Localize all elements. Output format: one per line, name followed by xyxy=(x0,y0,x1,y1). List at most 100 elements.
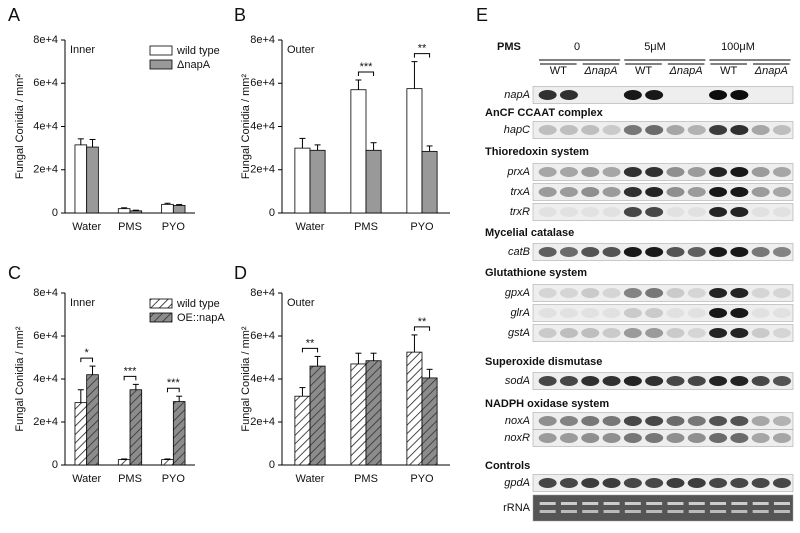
band xyxy=(752,510,769,513)
band xyxy=(602,328,621,338)
y-axis-label: Fungal Conidia / mm² xyxy=(14,326,26,431)
band xyxy=(538,376,557,386)
band xyxy=(731,510,748,513)
gene-label: gpdA xyxy=(504,477,530,489)
band xyxy=(602,433,621,443)
band xyxy=(538,288,557,298)
band xyxy=(730,433,749,443)
band xyxy=(666,416,685,426)
bar xyxy=(294,147,311,214)
band xyxy=(559,328,578,338)
panel-letter: E xyxy=(476,5,488,25)
band xyxy=(751,328,770,338)
panel-letter: A xyxy=(8,5,20,25)
band xyxy=(559,376,578,386)
bar xyxy=(172,401,186,466)
blot-strip xyxy=(532,494,794,522)
band xyxy=(751,125,770,135)
y-tick-label: 0 xyxy=(52,207,58,219)
band xyxy=(603,510,620,513)
section-title: Controls xyxy=(485,460,530,472)
band xyxy=(687,478,706,488)
band xyxy=(560,510,577,513)
band xyxy=(645,90,664,100)
panel-letter: D xyxy=(234,263,247,283)
significance-label: * xyxy=(85,347,90,359)
y-tick-label: 2e+4 xyxy=(33,164,58,176)
significance-bracket xyxy=(123,375,137,381)
section-title: Thioredoxin system xyxy=(485,146,589,158)
band xyxy=(751,376,770,386)
band xyxy=(623,478,642,488)
band xyxy=(730,125,749,135)
band xyxy=(624,502,641,505)
annotation: Inner xyxy=(70,297,95,309)
y-tick-label: 2e+4 xyxy=(250,164,275,176)
x-tick-label: PMS xyxy=(354,473,378,485)
gene-label: napA xyxy=(504,89,530,101)
gene-label: glrA xyxy=(510,307,530,319)
band xyxy=(666,376,685,386)
band xyxy=(687,125,706,135)
gene-label: noxR xyxy=(504,432,530,444)
band xyxy=(730,328,749,338)
x-tick-label: PYO xyxy=(410,473,434,485)
band xyxy=(539,502,556,505)
band xyxy=(773,510,790,513)
panel-letter: C xyxy=(8,263,21,283)
band xyxy=(602,167,621,177)
significance-bracket xyxy=(301,347,319,353)
band xyxy=(666,433,685,443)
band xyxy=(645,288,664,298)
band xyxy=(559,308,578,318)
band xyxy=(581,416,600,426)
significance-label: *** xyxy=(360,61,374,73)
band xyxy=(687,288,706,298)
bar xyxy=(309,365,326,466)
band xyxy=(709,416,728,426)
band xyxy=(687,187,706,197)
band xyxy=(645,478,664,488)
legend-swatch xyxy=(149,298,173,309)
band xyxy=(559,167,578,177)
band xyxy=(730,376,749,386)
significance-label: ** xyxy=(418,316,427,328)
y-tick-label: 8e+4 xyxy=(250,287,275,299)
gene-label: gpxA xyxy=(505,287,530,299)
bar xyxy=(406,88,423,214)
band xyxy=(772,288,791,298)
band xyxy=(645,167,664,177)
band xyxy=(773,502,790,505)
band xyxy=(559,207,578,217)
band xyxy=(688,502,705,505)
gene-label: noxA xyxy=(505,415,530,427)
band xyxy=(581,187,600,197)
band xyxy=(666,247,685,257)
band xyxy=(751,308,770,318)
band xyxy=(559,247,578,257)
gene-label: sodA xyxy=(505,375,530,387)
legend-label: ΔnapA xyxy=(177,59,211,71)
dose-label: 0 xyxy=(574,41,580,53)
annotation: Outer xyxy=(287,44,315,56)
band xyxy=(731,502,748,505)
x-tick-label: Water xyxy=(72,221,101,233)
band xyxy=(710,510,727,513)
blot-strip xyxy=(532,304,794,322)
bar xyxy=(86,374,99,466)
band xyxy=(624,510,641,513)
band xyxy=(623,433,642,443)
y-tick-label: 2e+4 xyxy=(33,416,58,428)
y-tick-label: 2e+4 xyxy=(250,416,275,428)
band xyxy=(666,207,685,217)
y-tick-label: 6e+4 xyxy=(250,330,275,342)
band xyxy=(772,125,791,135)
band xyxy=(581,288,600,298)
band xyxy=(772,433,791,443)
bar xyxy=(172,205,186,214)
bar xyxy=(365,360,382,466)
section-title: Mycelial catalase xyxy=(485,227,574,239)
band xyxy=(687,167,706,177)
band xyxy=(581,433,600,443)
bar xyxy=(365,149,382,214)
